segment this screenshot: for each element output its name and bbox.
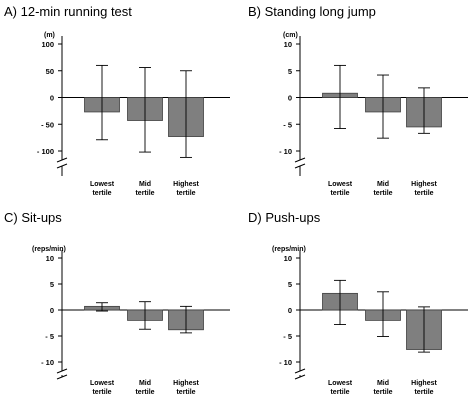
category-label: Highest tertile [411,181,437,197]
category-label: Lowest tertile [328,181,353,197]
category-label: Highest tertile [173,181,199,197]
axis-break-mark [56,374,68,380]
category-label: Highest tertile [173,380,199,396]
panel-a: A) 12-min running test (m)100 50 0 - 50 - 100… [4,4,230,197]
y-tick-label: - 50 [41,120,54,129]
y-tick-label: - 5 [283,120,292,129]
panel-title: B) Standing long jump [248,4,376,19]
y-tick-label: 10 [284,254,292,263]
y-tick-label: - 100 [37,147,54,156]
axis-break-mark [294,163,306,169]
y-tick-label: 0 [50,306,54,315]
category-label: Mid tertile [135,181,154,197]
y-axis-unit: (reps/min) [32,246,66,253]
axis-break-mark [294,368,306,374]
y-tick-label: 100 [41,40,54,49]
category-label: Lowest tertile [90,380,115,396]
y-tick-label: 0 [288,306,292,315]
axis-break-mark [56,157,68,163]
category-label: Mid tertile [135,380,154,396]
y-tick-label: - 10 [41,358,54,367]
y-tick-label: 50 [46,67,54,76]
category-label: Highest tertile [411,380,437,396]
y-tick-label: - 5 [283,332,292,341]
axis-break-mark [294,374,306,380]
category-label: Mid tertile [373,380,392,396]
y-tick-label: 5 [50,280,54,289]
panel-c: C) Sit-ups (reps/min)10 5 0 - 5 - 10 Lowest ter… [4,210,230,396]
category-label: Lowest tertile [90,181,115,197]
y-tick-label: 10 [46,254,54,263]
y-axis-unit: (m) [44,32,55,39]
y-tick-label: 0 [288,94,292,103]
y-tick-label: - 10 [279,358,292,367]
y-tick-label: 0 [50,94,54,103]
y-axis-unit: (cm) [283,32,298,39]
axis-break-mark [56,368,68,374]
axis-break-mark [294,157,306,163]
category-label: Lowest tertile [328,380,353,396]
y-tick-label: 5 [288,280,292,289]
category-label: Mid tertile [373,181,392,197]
panel-b: B) Standing long jump (cm)10 5 0 - 5 - 10 Lowe… [248,4,468,197]
panel-title: A) 12-min running test [4,4,132,19]
y-axis-unit: (reps/min) [272,246,306,253]
panel-title: D) Push-ups [248,210,321,225]
y-tick-label: - 5 [45,332,54,341]
axis-break-mark [56,163,68,169]
panel-title: C) Sit-ups [4,210,62,225]
panel-d: D) Push-ups (reps/min)10 5 0 - 5 - 10 Lowest te… [248,210,468,396]
y-tick-label: - 10 [279,147,292,156]
y-tick-label: 5 [288,67,292,76]
y-tick-label: 10 [284,40,292,49]
